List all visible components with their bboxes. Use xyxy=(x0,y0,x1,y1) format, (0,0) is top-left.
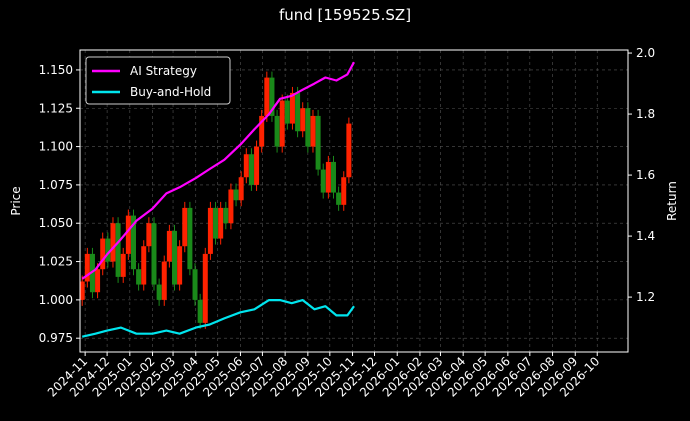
y-right-tick-label: 1.4 xyxy=(636,229,655,243)
y-right-tick-label: 2.0 xyxy=(636,46,655,60)
candle-body xyxy=(156,284,162,300)
candle-body xyxy=(187,207,193,270)
candle-body xyxy=(100,238,106,270)
candle-body xyxy=(248,154,254,185)
candle-body xyxy=(141,246,147,285)
candle-body xyxy=(259,115,265,147)
candle-body xyxy=(89,253,95,293)
candle-body xyxy=(207,207,213,254)
candle-body xyxy=(254,146,260,185)
candle-body xyxy=(305,108,311,147)
candle-body xyxy=(336,192,342,205)
y-right-tick-label: 1.6 xyxy=(636,168,655,182)
candle-body xyxy=(115,223,121,277)
candle-body xyxy=(218,207,224,239)
candle-body xyxy=(300,108,306,132)
legend-box xyxy=(85,56,231,105)
y-left-axis-label: Price xyxy=(9,186,23,215)
candle-body xyxy=(233,189,239,201)
candle-body xyxy=(79,281,85,300)
y-left-tick-label: 1.025 xyxy=(39,255,73,269)
y-left-tick-label: 1.100 xyxy=(39,140,73,154)
candle-body xyxy=(341,177,347,205)
axes-frame xyxy=(79,49,629,353)
candle-body xyxy=(213,207,219,239)
candle-body xyxy=(279,100,285,147)
y-left-tick-label: 0.975 xyxy=(39,331,73,345)
candle-body xyxy=(182,207,188,247)
candle-body xyxy=(223,207,229,224)
candle-body xyxy=(274,115,280,147)
candle-body xyxy=(243,154,249,178)
candle-body xyxy=(238,177,244,201)
candle-body xyxy=(95,269,101,293)
candle-body xyxy=(310,115,316,147)
candle-body xyxy=(125,215,131,254)
candle-body xyxy=(177,246,183,285)
candle-body xyxy=(295,92,301,132)
candle-body xyxy=(84,253,90,282)
candle-body xyxy=(136,269,142,285)
candle-body xyxy=(346,123,352,178)
y-left-tick-label: 1.050 xyxy=(39,216,73,230)
candle-body xyxy=(120,253,126,277)
y-left-tick-label: 1.075 xyxy=(39,178,73,192)
candle-body xyxy=(110,223,116,262)
candle-body xyxy=(166,230,172,262)
series-line-ai-strategy xyxy=(81,61,355,280)
candle-body xyxy=(284,100,290,124)
y-right-tick-label: 1.8 xyxy=(636,107,655,121)
candle-body xyxy=(269,77,275,116)
y-right-axis-label: Return xyxy=(665,181,679,221)
candle-body xyxy=(192,269,198,300)
y-left-tick-label: 1.000 xyxy=(39,293,73,307)
candle-body xyxy=(202,253,208,323)
legend-label: Buy-and-Hold xyxy=(130,85,211,99)
candle-body xyxy=(197,299,203,323)
y-left-tick-label: 1.150 xyxy=(39,63,73,77)
candle-body xyxy=(320,169,326,193)
candle-body xyxy=(228,189,234,224)
candle-body xyxy=(315,115,321,170)
candle-body xyxy=(172,230,178,285)
candle-body xyxy=(325,161,331,193)
candle-body xyxy=(161,261,167,300)
series-line-buy-and-hold xyxy=(81,299,355,338)
y-left-tick-label: 1.125 xyxy=(39,101,73,115)
candle-body xyxy=(289,92,295,124)
candle-body xyxy=(130,215,136,270)
candle-body xyxy=(151,223,157,285)
y-right-tick-label: 1.2 xyxy=(636,290,655,304)
candle-body xyxy=(105,238,111,262)
candle-body xyxy=(264,77,270,116)
candle-body xyxy=(330,161,336,193)
legend-label: AI Strategy xyxy=(130,64,197,78)
chart-title: fund [159525.SZ] xyxy=(278,6,412,24)
candle-body xyxy=(146,223,152,247)
